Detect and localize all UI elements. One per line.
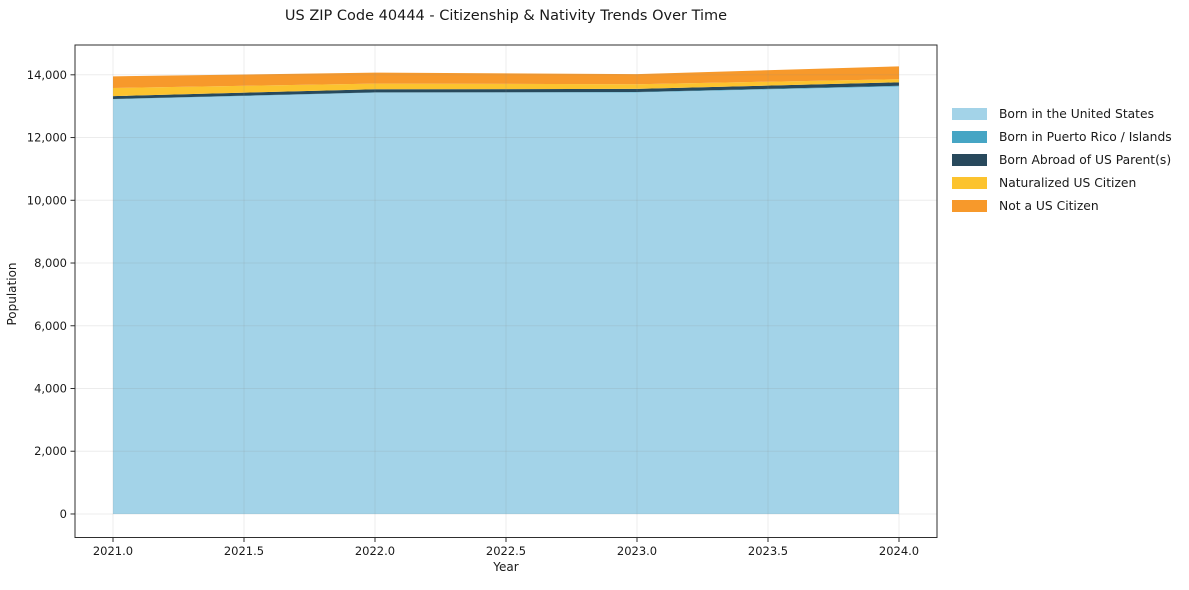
area-series-4 [112,66,900,88]
x-tick-label: 2023.5 [748,544,788,558]
legend-label: Born Abroad of US Parent(s) [999,152,1172,167]
legend-label: Not a US Citizen [999,198,1099,213]
area-series-2 [112,82,900,99]
x-tick-label: 2021.0 [93,544,133,558]
legend-swatch [952,176,987,189]
gridlines [75,45,937,538]
y-tick-label: 10,000 [27,193,67,207]
y-tick-label: 14,000 [27,68,67,82]
legend-swatch [952,153,987,166]
y-axis-label: Population [5,262,19,326]
axis-ticks [70,74,900,542]
stacked-areas [112,66,900,514]
y-tick-label: 12,000 [27,131,67,145]
x-axis-label: Year [493,560,519,574]
legend-label: Naturalized US Citizen [999,175,1137,190]
x-tick-label: 2024.0 [879,544,919,558]
legend-label: Born in the United States [999,106,1154,121]
legend-label: Born in Puerto Rico / Islands [999,129,1172,144]
y-tick-label: 4,000 [34,381,67,395]
legend-item-4: Not a US Citizen [952,194,1172,217]
y-tick-label: 8,000 [34,256,67,270]
x-tick-label: 2023.0 [617,544,657,558]
y-tick-label: 0 [60,507,67,521]
x-tick-label: 2022.5 [486,544,526,558]
legend-item-2: Born Abroad of US Parent(s) [952,148,1172,171]
y-tick-label: 6,000 [34,319,67,333]
tick-labels: 2021.0 2021.5 2022.0 2022.5 2023.0 2023.5 2024… [27,68,919,558]
area-series-0 [112,86,900,514]
legend-item-0: Born in the United States [952,102,1172,125]
legend-swatch [952,199,987,212]
legend: Born in the United States Born in Puerto … [952,102,1172,217]
legend-item-3: Naturalized US Citizen [952,171,1172,194]
chart-title: US ZIP Code 40444 - Citizenship & Nativi… [284,8,728,24]
legend-swatch [952,130,987,143]
legend-swatch [952,107,987,120]
y-tick-label: 2,000 [34,444,67,458]
area-series-3 [112,79,900,97]
legend-item-1: Born in Puerto Rico / Islands [952,125,1172,148]
x-tick-label: 2022.0 [355,544,395,558]
x-tick-label: 2021.5 [224,544,264,558]
